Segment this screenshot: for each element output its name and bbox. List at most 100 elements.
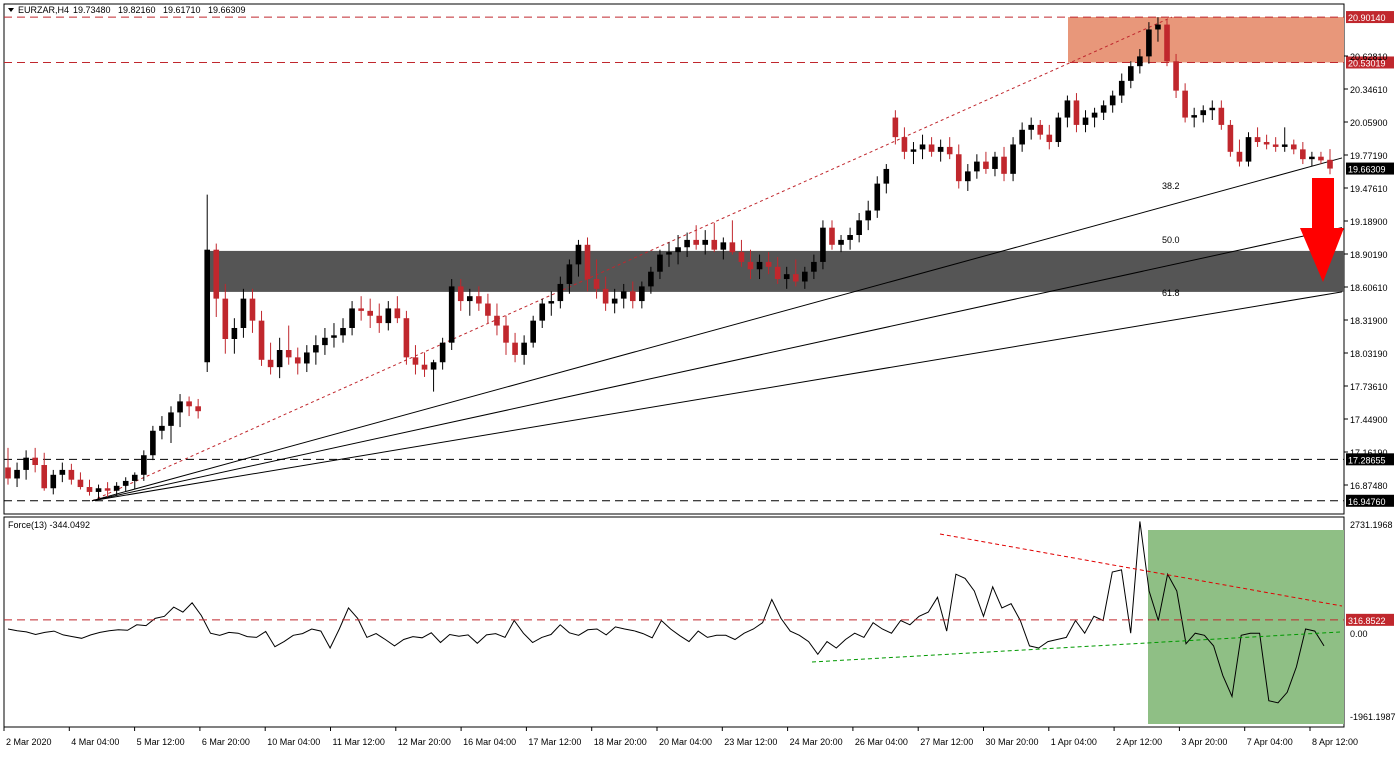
candle-body	[639, 286, 645, 302]
candle-body	[901, 137, 908, 152]
time-label: 24 Mar 20:00	[790, 737, 843, 747]
candle-body	[693, 239, 699, 245]
candle-body	[919, 144, 926, 150]
candle-body	[774, 266, 781, 280]
time-label: 12 Mar 20:00	[398, 737, 451, 747]
candle-body	[738, 252, 745, 262]
candle-body	[77, 479, 84, 488]
candle-body	[702, 239, 709, 245]
time-label: 10 Mar 04:00	[267, 737, 320, 747]
candle-body	[177, 401, 183, 413]
candle-body	[376, 315, 383, 324]
candle-body	[729, 242, 736, 253]
candle-body	[403, 318, 410, 358]
fib-label-618: 61.8	[1162, 288, 1180, 298]
force-resistance-trendline	[939, 533, 1343, 607]
candle-body	[1281, 144, 1288, 147]
fib-label-382: 38.2	[1162, 181, 1180, 191]
time-label: 4 Mar 04:00	[71, 737, 119, 747]
force-line	[7, 521, 1325, 704]
candle-body	[331, 335, 337, 338]
ohlc-low: 19.61710	[163, 5, 201, 15]
candle-body	[720, 242, 727, 250]
candle-body	[584, 244, 591, 280]
candle-body	[313, 345, 319, 353]
candle-body	[285, 350, 292, 358]
candle-body	[955, 154, 962, 182]
symbol-timeframe: EURZAR,H4	[18, 5, 69, 15]
candle-body	[974, 161, 980, 172]
time-label: 30 Mar 20:00	[986, 737, 1039, 747]
candle-body	[629, 291, 636, 302]
candle-body	[1272, 144, 1279, 147]
force-indicator-title: Force(13) -344.0492	[8, 520, 90, 530]
candle-body	[457, 286, 464, 302]
candle-body	[892, 117, 899, 138]
candle-body	[95, 488, 102, 492]
candle-body	[820, 227, 826, 262]
level-label: 20.53019	[1348, 58, 1386, 68]
price-tick-label: 19.77190	[1350, 151, 1388, 161]
candle-body	[1001, 156, 1007, 174]
current-price-bg	[1346, 162, 1394, 175]
time-label: 27 Mar 12:00	[920, 737, 973, 747]
candle-body	[448, 286, 455, 343]
candle-body	[340, 327, 346, 336]
triangle-down-icon[interactable]	[8, 8, 14, 12]
candle-body	[304, 352, 310, 364]
force-level-label-bg	[1346, 613, 1394, 626]
candle-body	[1236, 151, 1243, 162]
level-label-bg	[1346, 11, 1394, 24]
price-tick-label: 19.47610	[1350, 184, 1388, 194]
force-highlight-zone	[1148, 530, 1344, 724]
price-tick-label: 17.16190	[1350, 448, 1388, 458]
candle-body	[992, 156, 998, 169]
price-tick-label: 17.44900	[1350, 415, 1388, 425]
candle-body	[23, 457, 29, 470]
candle-body	[1182, 90, 1188, 118]
candle-body	[1209, 107, 1216, 111]
candle-body	[1118, 80, 1125, 96]
fib-fan-line	[91, 291, 1343, 502]
resistance-zone	[1068, 17, 1344, 63]
candle-body	[648, 271, 654, 287]
ohlc-open: 19.73480	[73, 5, 111, 15]
candle-body	[838, 239, 844, 245]
candle-body	[802, 271, 808, 282]
time-label: 6 Mar 20:00	[202, 737, 250, 747]
candle-body	[983, 161, 989, 169]
candle-body	[684, 239, 690, 248]
level-label-bg	[1346, 56, 1394, 69]
candle-body	[1300, 149, 1306, 160]
time-label: 18 Mar 20:00	[594, 737, 647, 747]
fib-fan-line	[91, 157, 1343, 502]
candle-body	[14, 469, 20, 479]
candle-body	[1200, 110, 1207, 116]
ohlc-close: 19.66309	[208, 5, 246, 15]
candle-body	[195, 406, 201, 412]
candle-body	[412, 357, 419, 365]
level-label-bg	[1346, 453, 1394, 466]
price-tick-label: 18.03190	[1350, 349, 1388, 359]
candle-body	[965, 171, 971, 182]
candle-body	[322, 337, 328, 346]
candle-body	[711, 239, 718, 250]
candle-body	[1290, 144, 1297, 150]
candle-body	[1055, 117, 1062, 143]
candle-body	[1155, 24, 1161, 30]
candle-body	[258, 320, 265, 360]
candle-body	[566, 264, 573, 284]
candle-body	[186, 401, 192, 407]
price-tick-label: 20.05900	[1350, 118, 1388, 128]
candle-body	[485, 303, 491, 316]
candle-body	[928, 144, 935, 152]
time-label: 5 Mar 12:00	[137, 737, 185, 747]
candle-body	[294, 357, 301, 364]
candle-body	[530, 320, 536, 343]
candle-body	[1309, 156, 1315, 160]
candle-body	[548, 301, 555, 304]
candle-body	[611, 298, 618, 304]
candle-body	[847, 235, 853, 240]
